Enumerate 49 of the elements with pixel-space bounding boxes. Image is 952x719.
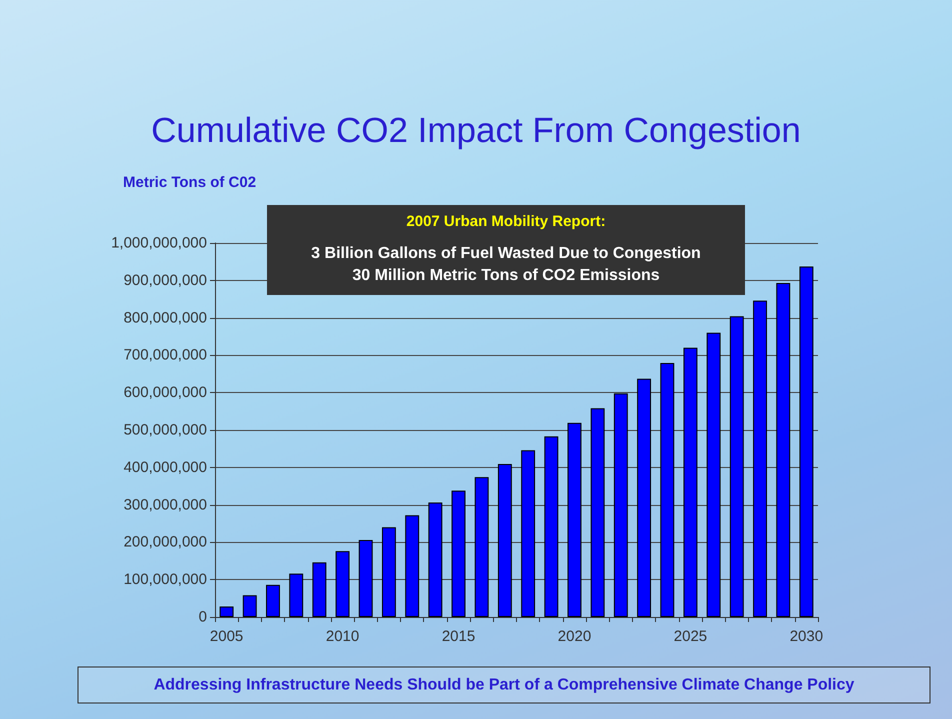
bar bbox=[706, 332, 721, 617]
bar bbox=[336, 551, 350, 617]
bar bbox=[220, 606, 234, 617]
y-tick-label: 700,000,000 bbox=[124, 346, 207, 364]
bar bbox=[568, 422, 582, 617]
y-axis-title: Metric Tons of C02 bbox=[123, 174, 256, 191]
y-tick-label: 0 bbox=[198, 608, 207, 626]
bar bbox=[637, 378, 652, 617]
y-tick-label: 1,000,000,000 bbox=[111, 234, 207, 252]
x-tick-label: 2020 bbox=[558, 628, 592, 645]
bar bbox=[590, 408, 605, 617]
bar bbox=[683, 348, 698, 617]
bar bbox=[358, 540, 373, 617]
bar bbox=[452, 490, 466, 617]
bar bbox=[289, 574, 304, 617]
bar bbox=[382, 527, 396, 617]
bar bbox=[405, 515, 420, 617]
bar bbox=[428, 502, 442, 617]
y-tick-label: 600,000,000 bbox=[124, 384, 207, 402]
annotation: 30 Million Metric Tons of CO2 Emissions bbox=[351, 267, 661, 285]
x-tick-label: 2005 bbox=[210, 628, 244, 645]
bar bbox=[544, 436, 558, 617]
bar bbox=[753, 300, 767, 617]
bar bbox=[312, 562, 326, 617]
y-tick-label: 500,000,000 bbox=[124, 422, 207, 438]
y-tick-label: 800,000,000 bbox=[124, 309, 207, 326]
bar bbox=[521, 450, 536, 617]
annotation: 3 Billion Gallons of Fuel Wasted Due to Congestion bbox=[310, 245, 702, 263]
y-tick-label: 400,000,000 bbox=[124, 458, 207, 476]
bar bbox=[730, 316, 744, 617]
x-tick-label: 2025 bbox=[674, 628, 708, 645]
bar bbox=[614, 393, 628, 617]
bar bbox=[799, 266, 814, 617]
text: Addressing Infrastructure Needs Should be Part of a Comprehensive Climate Change Policy bbox=[154, 676, 854, 694]
y-tick-label: 200,000,000 bbox=[124, 534, 207, 551]
bar bbox=[498, 464, 512, 617]
y-tick-label: 900,000,000 bbox=[124, 272, 207, 289]
y-tick-label: 100,000,000 bbox=[124, 571, 207, 588]
bar bbox=[474, 477, 489, 617]
bar bbox=[266, 584, 280, 617]
bar bbox=[776, 283, 790, 617]
x-tick-label: 2010 bbox=[326, 628, 360, 645]
x-tick-label: 2030 bbox=[790, 628, 824, 645]
y-tick-label: 300,000,000 bbox=[124, 496, 207, 514]
note-box: 2007 Urban Mobility Report: 3 Billion Gallons of Fuel Wasted Due to Congestion 30 Million Metric Tons of CO2 Emissions bbox=[267, 205, 745, 295]
chart-title: Cumulative CO2 Impact From Congestion bbox=[151, 111, 801, 150]
x-tick-label: 2015 bbox=[442, 628, 476, 645]
bar bbox=[242, 595, 257, 617]
bar bbox=[660, 363, 674, 617]
